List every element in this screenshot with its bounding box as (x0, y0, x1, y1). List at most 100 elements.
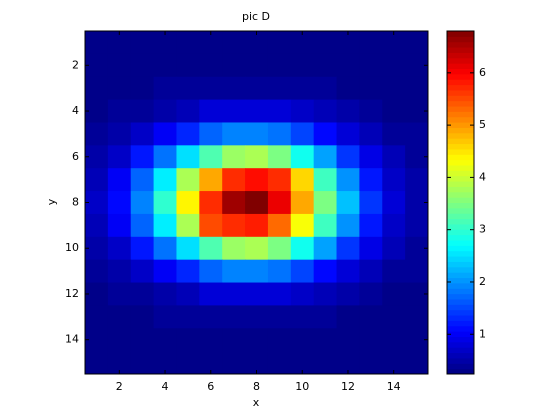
heat-cell (336, 305, 360, 329)
heat-cell (130, 259, 155, 284)
heat-cell (85, 31, 109, 55)
x-tick-label: 4 (162, 380, 169, 393)
colorbar-swatch (447, 234, 474, 241)
heat-cell (153, 305, 177, 329)
colorbar-swatch (447, 41, 474, 48)
heat-cell (405, 99, 429, 123)
heat-cell (199, 213, 223, 238)
heat-cell (245, 213, 269, 238)
colorbar-swatch (447, 240, 474, 246)
colorbar-swatch (447, 293, 474, 300)
colorbar-swatch (447, 298, 474, 305)
heat-cell (382, 236, 406, 261)
heat-cell (176, 168, 200, 192)
heat-cell (85, 213, 109, 238)
heat-cell (222, 53, 246, 78)
heat-cell (222, 168, 246, 192)
colorbar-swatch (447, 95, 474, 102)
heat-cell (405, 282, 429, 306)
colorbar-swatch (447, 250, 474, 257)
heat-cell (290, 76, 315, 101)
heat-cell (382, 168, 406, 192)
colorbar-swatch (447, 272, 474, 279)
heat-cell (405, 53, 429, 78)
heat-cell (336, 31, 360, 55)
heat-cell (245, 259, 269, 284)
heat-cell (222, 191, 246, 215)
colorbar-swatch (447, 336, 474, 343)
heat-cell (130, 236, 155, 261)
colorbar-swatch (447, 57, 474, 64)
heat-cell (267, 351, 292, 375)
heat-cell (359, 53, 383, 78)
heat-cell (313, 259, 338, 284)
heat-cell (176, 351, 200, 375)
heat-cell (382, 99, 406, 123)
heat-cell (85, 191, 109, 215)
heat-cell (313, 168, 338, 192)
heat-cell (336, 145, 360, 169)
heat-cell (267, 145, 292, 169)
heat-cell (405, 76, 429, 101)
colorbar-swatch (447, 202, 474, 209)
heat-cell (245, 328, 269, 352)
heat-cell (267, 53, 292, 78)
heat-cell (313, 76, 338, 101)
heat-cell (199, 145, 223, 169)
heat-cell (290, 53, 315, 78)
heat-cell (290, 282, 315, 306)
heat-cell (199, 236, 223, 261)
heat-cell (245, 351, 269, 375)
colorbar-swatch (447, 31, 474, 37)
x-tick-label: 14 (387, 380, 401, 393)
heat-cell (245, 168, 269, 192)
heat-cell (222, 236, 246, 261)
heat-cell (85, 168, 109, 192)
chart-title: pic D (242, 10, 270, 23)
colorbar-tick-label: 2 (479, 275, 486, 288)
heat-cell (130, 213, 155, 238)
heat-cell (222, 122, 246, 146)
heat-cell (405, 305, 429, 329)
colorbar-swatch (447, 84, 474, 91)
heat-cell (359, 122, 383, 146)
heat-cell (267, 168, 292, 192)
colorbar-swatch (447, 229, 474, 236)
colorbar-swatch (447, 154, 474, 161)
heat-cell (359, 328, 383, 352)
colorbar-swatch (447, 175, 474, 182)
y-tick-label: 6 (72, 150, 79, 163)
heat-cell (336, 328, 360, 352)
heat-cell (290, 236, 315, 261)
heat-cell (153, 191, 177, 215)
y-tick-label: 8 (72, 196, 79, 209)
heat-cell (290, 31, 315, 55)
heat-cell (199, 53, 223, 78)
x-tick-label: 8 (253, 380, 260, 393)
heat-cell (336, 213, 360, 238)
heat-cell (85, 145, 109, 169)
heat-cell (359, 76, 383, 101)
colorbar-swatch (447, 207, 474, 214)
y-tick-label: 14 (65, 333, 79, 346)
heat-cell (199, 31, 223, 55)
colorbar-swatch (447, 197, 474, 203)
y-tick-label: 2 (72, 58, 79, 71)
colorbar-swatch (447, 341, 474, 348)
heat-cell (245, 99, 269, 123)
heat-cell (313, 282, 338, 306)
colorbar-swatch (447, 368, 474, 375)
heat-cell (267, 236, 292, 261)
heat-cell (130, 305, 155, 329)
heat-cell (222, 145, 246, 169)
heat-cell (130, 351, 155, 375)
heat-cell (267, 305, 292, 329)
heat-cell (153, 145, 177, 169)
colorbar-swatch (447, 89, 474, 96)
heat-cell (336, 282, 360, 306)
heat-cell (359, 236, 383, 261)
heat-cell (176, 282, 200, 306)
colorbar-swatch (447, 363, 474, 370)
heat-cell (153, 351, 177, 375)
